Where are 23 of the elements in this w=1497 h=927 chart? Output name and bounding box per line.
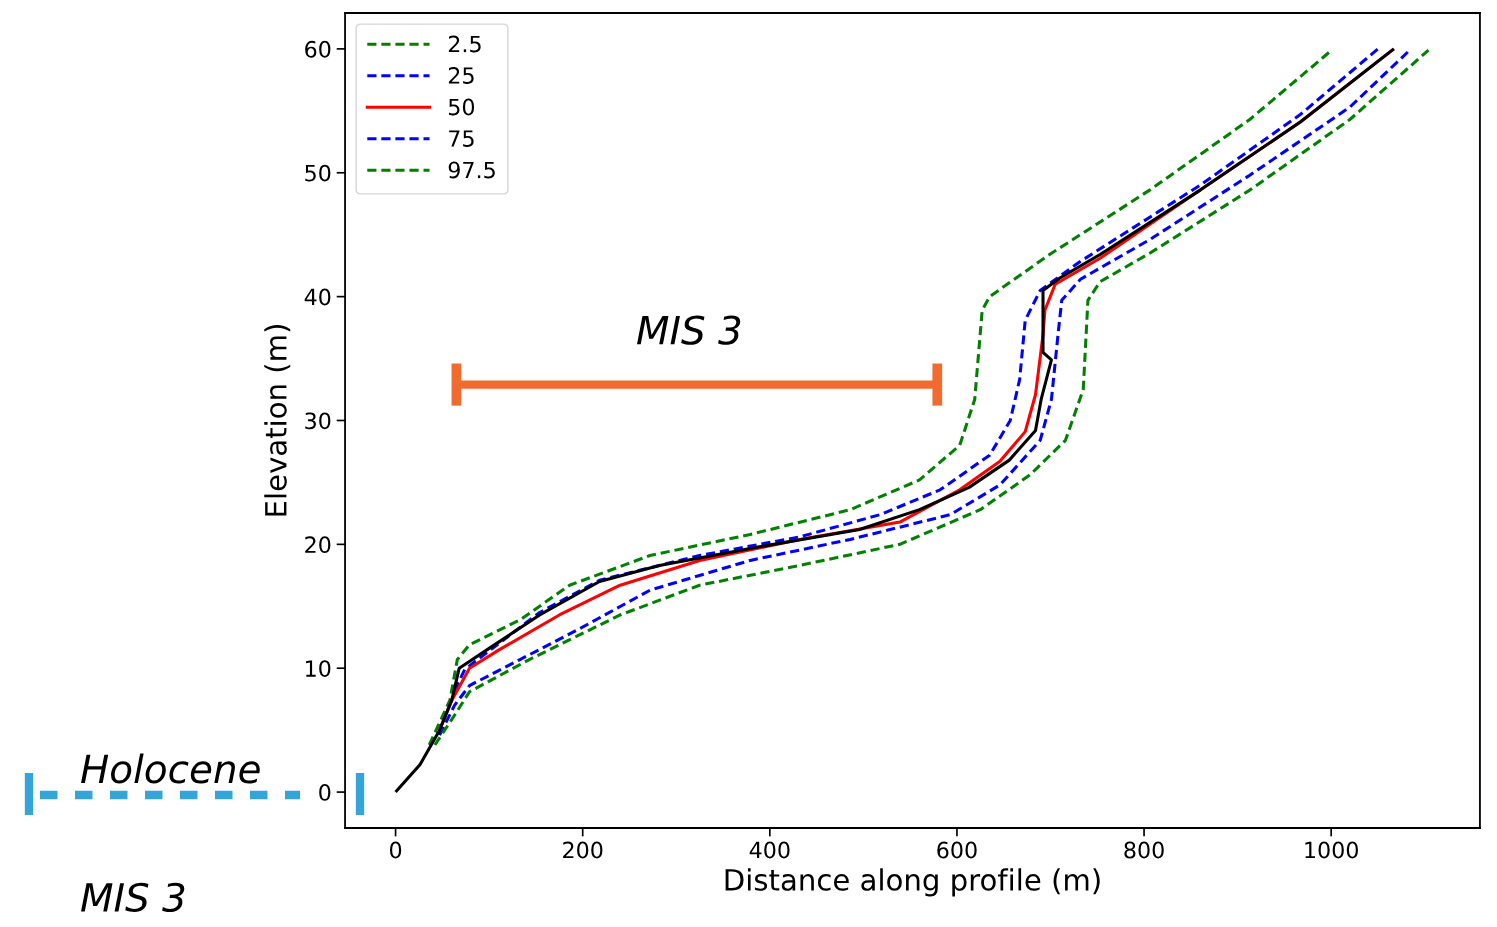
legend-label: 97.5 bbox=[448, 161, 495, 179]
legend-label: 75 bbox=[449, 130, 474, 147]
text: MIS 3 bbox=[81, 882, 185, 913]
y-tick-label: 50 bbox=[305, 164, 331, 182]
y-tick-label: 30 bbox=[305, 412, 331, 430]
y-tick-label: 0 bbox=[319, 784, 331, 801]
legend-label: 2.5 bbox=[448, 35, 481, 53]
x-tick-label: 800 bbox=[1124, 841, 1164, 859]
y-tick-label: 20 bbox=[305, 536, 331, 554]
y-axis-title: Elevation (m) bbox=[264, 325, 291, 516]
text: Holocene bbox=[81, 753, 260, 784]
x-tick-label: 0 bbox=[389, 841, 402, 859]
annotation: MIS 3 bbox=[636, 315, 741, 345]
y-tick-label: 10 bbox=[306, 660, 331, 677]
x-axis-title: Distance along profile (m) bbox=[725, 868, 1100, 897]
x-tick-label: 1000 bbox=[1305, 841, 1358, 859]
x-tick-label: 600 bbox=[937, 841, 977, 859]
x-tick-label: 400 bbox=[749, 841, 790, 859]
x-tick-label: 200 bbox=[563, 841, 603, 859]
y-tick-label: 40 bbox=[304, 288, 331, 306]
y-tick-label: 60 bbox=[305, 40, 331, 58]
legend-label: 25 bbox=[448, 67, 474, 84]
legend-label: 50 bbox=[449, 98, 475, 116]
